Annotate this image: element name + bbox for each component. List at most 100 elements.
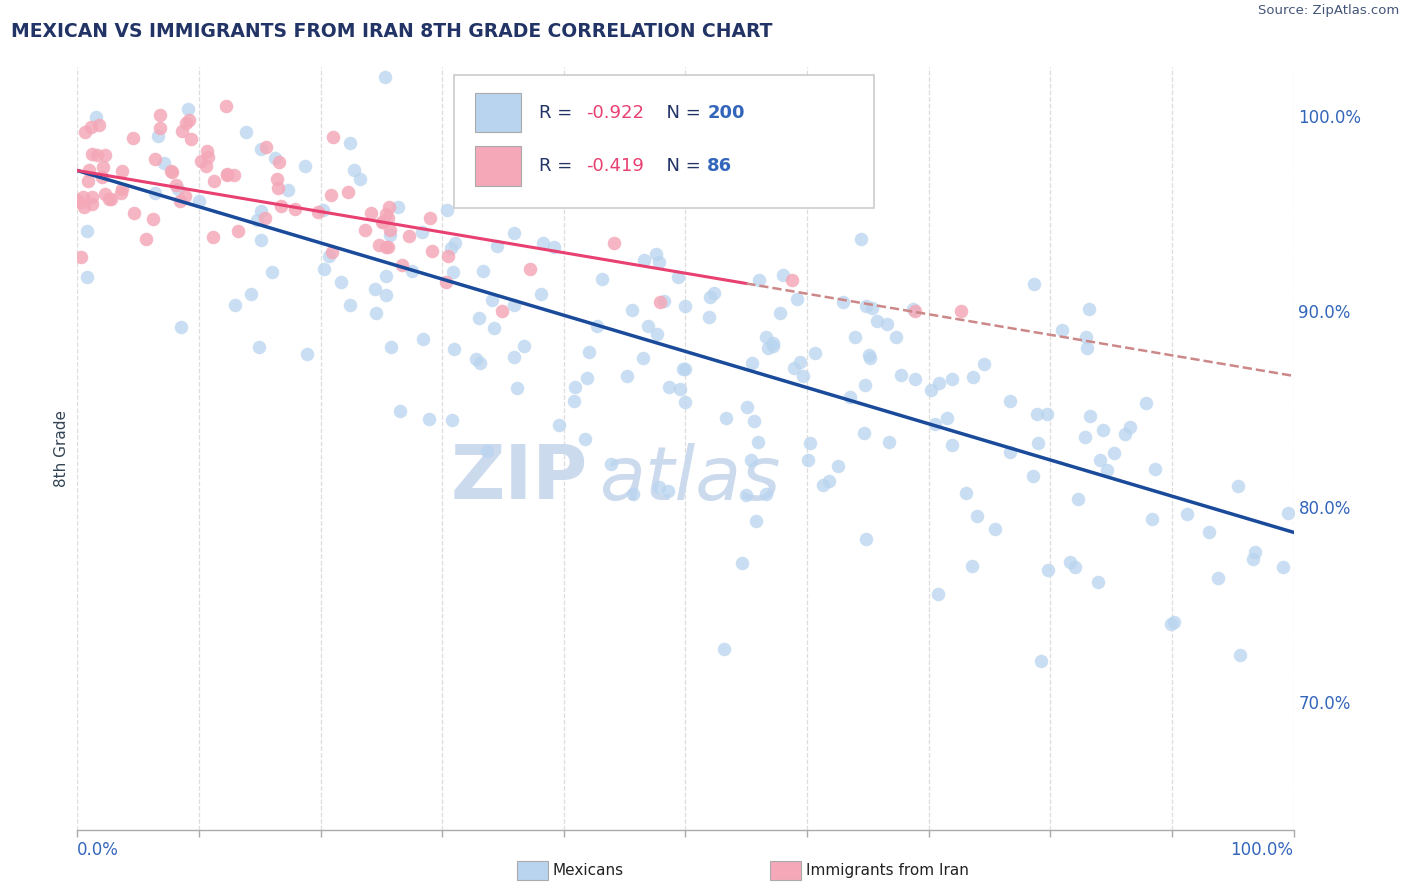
Point <box>564 380 586 394</box>
Point <box>153 155 176 169</box>
Point <box>378 200 401 214</box>
Point <box>110 186 132 200</box>
Point <box>811 478 834 492</box>
Point <box>378 228 401 243</box>
Point <box>441 265 464 279</box>
Point <box>377 211 399 226</box>
Point <box>378 222 401 236</box>
Point <box>645 327 668 342</box>
Point <box>775 180 797 194</box>
Point <box>419 211 441 225</box>
Point <box>472 264 495 278</box>
Point <box>339 136 361 150</box>
Point <box>444 236 467 251</box>
Point <box>215 169 238 183</box>
Point <box>1052 323 1074 337</box>
Point <box>1102 446 1125 460</box>
Point <box>246 213 269 227</box>
Point <box>491 304 513 318</box>
Point <box>647 480 669 494</box>
Point <box>499 187 522 202</box>
Point <box>860 301 883 315</box>
Point <box>249 233 271 247</box>
Point <box>927 587 949 601</box>
Point <box>755 487 778 501</box>
Point <box>574 433 596 447</box>
Point <box>79 163 101 178</box>
Point <box>72 190 94 204</box>
Point <box>374 70 396 84</box>
Point <box>267 181 290 195</box>
Text: N =: N = <box>655 157 707 175</box>
Point <box>714 410 737 425</box>
Point <box>195 159 218 173</box>
Point <box>657 380 679 394</box>
Point <box>443 342 465 356</box>
Point <box>1091 423 1114 437</box>
Point <box>354 222 377 236</box>
Point <box>792 368 814 383</box>
Text: 0.0%: 0.0% <box>77 841 120 859</box>
Point <box>745 514 768 528</box>
Point <box>149 121 172 136</box>
Point <box>148 108 170 122</box>
Point <box>253 211 276 225</box>
Point <box>853 426 876 441</box>
Point <box>122 130 145 145</box>
Point <box>1074 330 1097 344</box>
Point <box>190 153 212 168</box>
Point <box>172 124 194 138</box>
Point <box>235 125 257 139</box>
Point <box>111 163 134 178</box>
Point <box>645 246 668 260</box>
FancyBboxPatch shape <box>454 75 875 208</box>
Point <box>343 163 366 178</box>
Point <box>576 371 599 385</box>
Point <box>876 318 898 332</box>
Point <box>179 112 201 127</box>
Point <box>1114 427 1136 442</box>
Point <box>312 261 335 276</box>
Point <box>928 376 950 390</box>
Point <box>321 130 343 145</box>
Point <box>756 341 779 355</box>
Point <box>329 275 352 289</box>
Point <box>620 303 643 318</box>
Point <box>772 268 794 282</box>
Point <box>586 318 609 333</box>
Point <box>436 203 458 218</box>
Point <box>924 417 946 431</box>
Point <box>266 172 288 186</box>
Point <box>284 202 307 216</box>
Point <box>783 360 806 375</box>
Point <box>1272 560 1295 574</box>
Point <box>360 206 382 220</box>
Point <box>197 145 219 159</box>
Point <box>174 189 197 203</box>
Point <box>122 206 145 220</box>
Point <box>1074 430 1097 444</box>
Point <box>97 192 120 206</box>
Point <box>312 203 335 218</box>
Bar <box>475 146 522 186</box>
Point <box>411 226 433 240</box>
Point <box>984 522 1007 536</box>
Point <box>1067 491 1090 506</box>
Point <box>962 370 984 384</box>
Point <box>69 250 91 264</box>
Point <box>1277 506 1299 520</box>
Text: 86: 86 <box>707 157 733 175</box>
Point <box>180 131 202 145</box>
Point <box>855 299 877 313</box>
Point <box>339 298 361 312</box>
Point <box>1036 563 1059 577</box>
Point <box>73 125 96 139</box>
Point <box>222 168 245 182</box>
Point <box>735 400 758 414</box>
Point <box>859 351 882 366</box>
Point <box>703 285 725 300</box>
Point <box>1229 648 1251 662</box>
Point <box>165 178 187 192</box>
Point <box>174 116 197 130</box>
Point <box>387 200 409 214</box>
